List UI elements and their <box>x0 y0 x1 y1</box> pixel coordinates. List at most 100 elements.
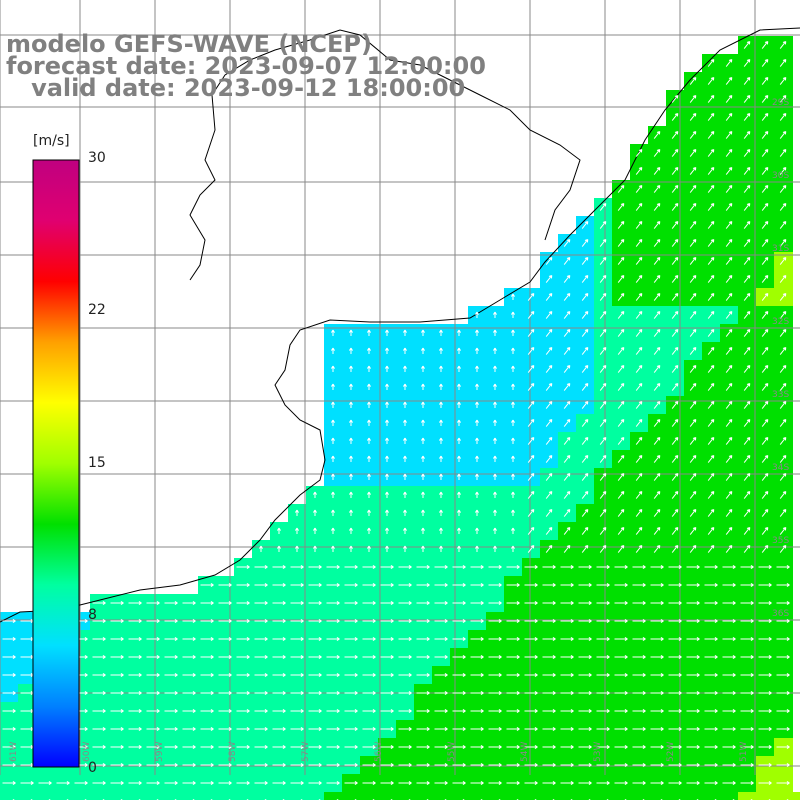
wind-arrow <box>488 619 502 623</box>
wind-arrow <box>779 113 787 121</box>
wind-arrow <box>560 619 574 623</box>
wind-arrow <box>707 185 715 193</box>
wind-arrow <box>344 691 358 695</box>
wind-arrow <box>527 401 535 409</box>
wind-arrow <box>313 527 317 535</box>
wind-arrow <box>761 221 769 229</box>
wind-arrow <box>761 329 769 337</box>
wind-cell <box>666 324 685 343</box>
wind-arrow <box>653 239 661 247</box>
wind-arrow <box>416 655 430 659</box>
wind-arrow <box>74 781 88 785</box>
wind-arrow <box>38 781 52 785</box>
wind-cell <box>738 180 757 199</box>
wind-arrow <box>596 655 610 659</box>
wind-cell <box>558 540 577 559</box>
wind-arrow <box>671 95 679 103</box>
wind-arrow <box>344 745 358 749</box>
wind-arrow <box>743 275 751 283</box>
wind-cell <box>774 234 793 253</box>
wind-arrow <box>326 709 340 713</box>
wind-arrow <box>493 365 497 373</box>
wind-cell <box>486 432 505 451</box>
wind-cell <box>720 198 739 217</box>
wind-cell <box>648 360 667 379</box>
wind-cell <box>234 792 253 800</box>
wind-arrow <box>779 437 787 445</box>
longitude-label: 53W <box>593 742 603 762</box>
wind-arrow <box>725 401 733 409</box>
wind-cell <box>378 450 397 469</box>
wind-arrow <box>743 131 751 139</box>
wind-arrow <box>581 473 589 481</box>
wind-cell <box>774 72 793 91</box>
wind-arrow <box>416 709 430 713</box>
wind-arrow <box>326 601 340 605</box>
wind-cell <box>450 540 469 559</box>
wind-cell <box>468 540 487 559</box>
wind-arrow <box>331 491 335 499</box>
wind-cell <box>720 792 739 800</box>
wind-arrow <box>599 491 607 499</box>
wind-cell <box>486 504 505 523</box>
wind-arrow <box>743 257 751 265</box>
wind-cell <box>504 342 523 361</box>
wind-arrow <box>457 491 461 499</box>
wind-arrow <box>362 655 376 659</box>
wind-arrow <box>475 383 479 391</box>
wind-cell <box>594 198 613 217</box>
longitude-label: 57W <box>301 742 311 762</box>
wind-arrow <box>671 239 679 247</box>
wind-arrow <box>182 727 196 731</box>
wind-arrow <box>545 491 553 499</box>
wind-arrow <box>92 637 106 641</box>
wind-arrow <box>236 673 250 677</box>
wind-arrow <box>581 257 589 265</box>
wind-arrow <box>254 655 268 659</box>
wind-arrow <box>146 709 160 713</box>
wind-cell <box>270 522 289 541</box>
wind-arrow <box>493 401 497 409</box>
wind-arrow <box>470 655 484 659</box>
wind-arrow <box>439 437 443 445</box>
wind-arrow <box>403 347 407 355</box>
wind-arrow <box>614 601 628 605</box>
wind-arrow <box>493 383 497 391</box>
wind-cell <box>630 792 649 800</box>
wind-cell <box>666 126 685 145</box>
wind-cell <box>468 396 487 415</box>
wind-cell <box>540 468 559 487</box>
wind-cell <box>756 144 775 163</box>
wind-cell <box>378 396 397 415</box>
wind-arrow <box>290 745 304 749</box>
wind-arrow <box>671 347 679 355</box>
wind-cell <box>720 414 739 433</box>
wind-arrow <box>578 763 592 767</box>
wind-cell <box>342 360 361 379</box>
wind-arrow <box>743 203 751 211</box>
wind-arrow <box>632 655 646 659</box>
wind-cell <box>576 540 595 559</box>
wind-cell <box>720 432 739 451</box>
wind-cell <box>288 792 307 800</box>
wind-arrow <box>331 329 335 337</box>
wind-cell <box>342 342 361 361</box>
wind-arrow <box>581 491 589 499</box>
wind-arrow <box>722 727 736 731</box>
wind-cell <box>396 450 415 469</box>
wind-arrow <box>653 347 661 355</box>
wind-cell <box>738 414 757 433</box>
wind-arrow <box>200 619 214 623</box>
wind-arrow <box>403 365 407 373</box>
wind-cell <box>360 540 379 559</box>
wind-arrow <box>743 473 751 481</box>
wind-cell <box>522 522 541 541</box>
wind-cell <box>324 486 343 505</box>
wind-arrow <box>308 619 322 623</box>
wind-cell <box>630 432 649 451</box>
wind-cell <box>756 270 775 289</box>
wind-cell <box>450 342 469 361</box>
wind-cell <box>486 486 505 505</box>
wind-arrow <box>2 673 16 677</box>
wind-arrow <box>671 545 679 553</box>
